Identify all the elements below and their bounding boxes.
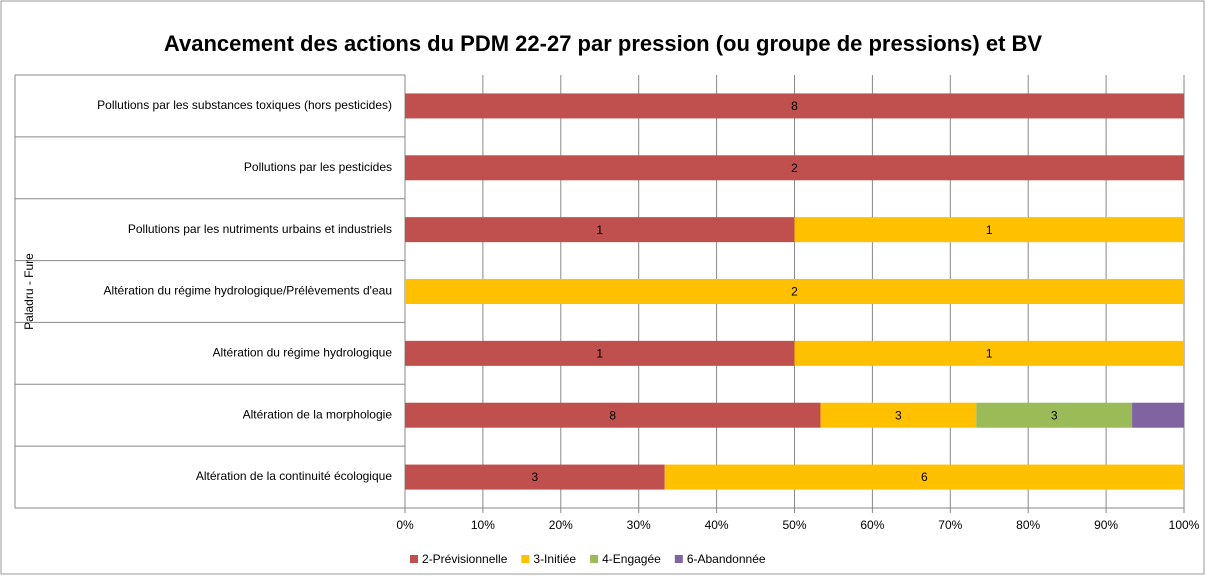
y-tick-label: Pollutions par les nutriments urbains et…	[128, 222, 392, 236]
y-tick-label: Altération de la continuité écologique	[196, 469, 392, 483]
y-tick-label: Altération de la morphologie	[243, 407, 393, 421]
x-tick-label: 100%	[1169, 518, 1200, 532]
x-tick-label: 10%	[471, 518, 495, 532]
legend-label: 4-Engagée	[602, 552, 661, 566]
legend-label: 2-Prévisionnelle	[422, 552, 508, 566]
bar-segment	[1132, 402, 1184, 428]
legend-swatch	[410, 555, 418, 563]
data-label: 3	[1051, 408, 1058, 422]
bar-segment	[405, 93, 1184, 119]
legend-label: 3-Initiée	[533, 552, 576, 566]
data-label: 8	[609, 408, 616, 422]
x-tick-label: 70%	[938, 518, 962, 532]
x-tick-label: 60%	[860, 518, 884, 532]
legend-swatch	[590, 555, 599, 563]
x-tick-label: 90%	[1094, 518, 1118, 532]
legend-swatch	[521, 555, 530, 563]
data-label: 1	[986, 223, 993, 237]
bar-segment	[405, 464, 665, 490]
data-label: 3	[895, 408, 902, 422]
bar-segment	[976, 402, 1133, 428]
x-tick-label: 80%	[1016, 518, 1040, 532]
group-label: Paladru - Fure	[22, 253, 36, 330]
bar-segment	[664, 464, 1184, 490]
bar-segment	[405, 340, 795, 366]
bar-segment	[405, 279, 1184, 304]
bar-segment	[405, 402, 821, 428]
y-tick-label: Pollutions par les substances toxiques (…	[97, 98, 392, 112]
data-label: 2	[791, 161, 798, 175]
bar-segment	[820, 402, 977, 428]
bar-segment	[794, 217, 1184, 243]
legend-swatch	[674, 555, 683, 563]
x-tick-label: 0%	[396, 518, 414, 532]
x-tick-label: 30%	[627, 518, 651, 532]
data-label: 3	[531, 470, 538, 484]
data-label: 1	[596, 347, 603, 361]
y-tick-label: Altération du régime hydrologique	[213, 346, 393, 360]
data-label: 2	[791, 285, 798, 299]
y-tick-label: Pollutions par les pesticides	[244, 160, 392, 174]
data-label: 1	[986, 347, 993, 361]
data-label: 8	[791, 99, 798, 113]
legend-label: 6-Abandonnée	[687, 552, 766, 566]
y-tick-label: Altération du régime hydrologique/Prélèv…	[104, 284, 392, 298]
bar-segment	[405, 155, 1184, 181]
x-tick-label: 40%	[705, 518, 729, 532]
x-tick-label: 50%	[782, 518, 806, 532]
chart-title: Avancement des actions du PDM 22-27 par …	[164, 31, 1043, 56]
x-tick-label: 20%	[549, 518, 573, 532]
data-label: 6	[921, 470, 928, 484]
bar-segment	[405, 217, 795, 243]
data-label: 1	[596, 223, 603, 237]
bar-segment	[794, 340, 1184, 366]
